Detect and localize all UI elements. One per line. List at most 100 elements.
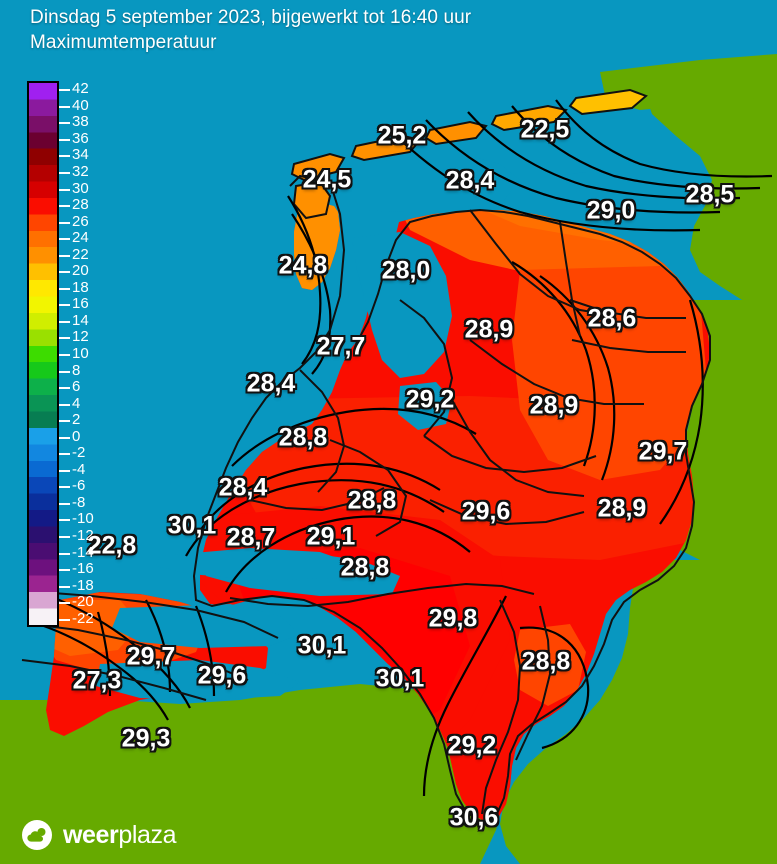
logo-brand-light: plaza bbox=[118, 820, 177, 849]
weerplaza-logo[interactable]: weerplaza bbox=[0, 806, 235, 864]
colorbar-label-20: 20 bbox=[72, 262, 89, 280]
temperature-label-lelystad: 29,2 bbox=[405, 385, 455, 414]
colorbar-label-minus4: -4 bbox=[72, 460, 86, 478]
colorbar-label-minus16: -16 bbox=[72, 560, 94, 578]
colorbar-label-26: 26 bbox=[72, 212, 89, 230]
colorbar-tick-34 bbox=[59, 155, 70, 158]
temperature-label-schiermonnikoog: 22,5 bbox=[520, 115, 570, 144]
temperature-label-stavoren: 28,0 bbox=[381, 256, 431, 285]
temperature-label-eindhoven: 29,8 bbox=[428, 604, 478, 633]
temperature-label-de-bilt: 28,8 bbox=[347, 486, 397, 515]
colorbar-tick-16 bbox=[59, 304, 70, 307]
colorbar-label-minus12: -12 bbox=[72, 527, 94, 544]
colorbar-tick-40 bbox=[59, 105, 70, 108]
temperature-label-westdorpe: 29,3 bbox=[121, 724, 171, 753]
colorbar-label-0: 0 bbox=[72, 427, 81, 445]
colorbar-label-6: 6 bbox=[72, 378, 81, 396]
colorbar-tick-minus16 bbox=[59, 569, 70, 572]
colorbar-label-10: 10 bbox=[72, 345, 89, 362]
temperature-label-north-sea-buoy: 22,8 bbox=[87, 531, 137, 560]
colorbar-label-40: 40 bbox=[72, 96, 89, 114]
colorbar-label-32: 32 bbox=[72, 163, 89, 180]
colorbar-label-30: 30 bbox=[72, 179, 89, 197]
colorbar-tick-30 bbox=[59, 188, 70, 191]
colorbar-tick-12 bbox=[59, 337, 70, 340]
colorbar-label-8: 8 bbox=[72, 361, 81, 379]
colorbar-tick-2 bbox=[59, 420, 70, 423]
colorbar-ticks bbox=[59, 81, 73, 627]
colorbar-tick-minus12 bbox=[59, 536, 70, 538]
colorbar-tick-minus8 bbox=[59, 502, 70, 505]
colorbar-label-22: 22 bbox=[72, 245, 89, 263]
colorbar-label-minus22: -22 bbox=[72, 609, 94, 627]
inland-water bbox=[96, 156, 594, 700]
temperature-label-venlo: 28,8 bbox=[521, 647, 571, 676]
colorbar-labels: 42 40 38 36 34 32 30 28 26 24 22 20 18 16 14 12 10 8 6 4 2 0-… bbox=[72, 81, 112, 627]
colorbar-tick-20 bbox=[59, 271, 70, 274]
logo-brand-bold: weer bbox=[63, 820, 119, 849]
temperature-label-hoogeveen: 28,6 bbox=[587, 304, 637, 333]
colorbar-tick-14 bbox=[59, 320, 70, 323]
cloud-sun-glyph bbox=[27, 828, 46, 842]
colorbar-label-minus20: -20 bbox=[72, 593, 94, 611]
colorbar-label-minus6: -6 bbox=[72, 477, 86, 495]
title-line-date: Dinsdag 5 september 2023, bijgewerkt tot… bbox=[30, 7, 472, 28]
colorbar-label-36: 36 bbox=[72, 129, 89, 147]
colorbar-tick-24 bbox=[59, 238, 70, 241]
temperature-label-woensdrecht: 29,6 bbox=[197, 661, 247, 690]
colorbar-tick-minus2 bbox=[59, 453, 70, 456]
colorbar-label-34: 34 bbox=[72, 146, 89, 164]
temperature-label-herwijnen: 29,6 bbox=[461, 497, 511, 526]
temperature-label-gilze-rijen: 28,8 bbox=[340, 553, 390, 582]
colorbar-label-16: 16 bbox=[72, 295, 89, 313]
temperature-label-volkel: 30,1 bbox=[297, 631, 347, 660]
colorbar-tick-minus20 bbox=[59, 602, 70, 605]
colorbar-label-minus10: -10 bbox=[72, 510, 94, 528]
temperature-label-tilburg: 30,1 bbox=[375, 664, 425, 693]
temperature-label-ijmuiden: 28,4 bbox=[246, 369, 296, 398]
temperature-label-maastricht: 30,6 bbox=[449, 803, 499, 832]
colorbar-label-42: 42 bbox=[72, 80, 89, 98]
colorbar-label-2: 2 bbox=[72, 411, 81, 429]
colorbar-tick-38 bbox=[59, 122, 70, 125]
colorbar-tick-minus22 bbox=[59, 618, 70, 621]
colorbar-tick-4 bbox=[59, 403, 70, 406]
temperature-label-texel: 24,5 bbox=[302, 165, 352, 194]
colorbar-label-minus8: -8 bbox=[72, 493, 86, 511]
temperature-label-groningen: 29,0 bbox=[586, 196, 636, 225]
page-title: Dinsdag 5 september 2023, bijgewerkt tot… bbox=[30, 5, 471, 55]
cloud-sun-icon bbox=[22, 820, 52, 850]
temperature-label-hoek-van-holland: 28,4 bbox=[218, 473, 268, 502]
temperature-label-leeuwarden: 28,4 bbox=[445, 166, 495, 195]
colorbar-tick-18 bbox=[59, 287, 70, 290]
temperature-label-nieuw-beerta: 28,5 bbox=[685, 180, 735, 209]
logo-wordmark: weerplaza bbox=[63, 820, 177, 849]
colorbar-label-minus2: -2 bbox=[72, 444, 86, 462]
administrative-borders bbox=[21, 174, 711, 824]
colorbar-tick-10 bbox=[59, 354, 70, 356]
colorbar-label-14: 14 bbox=[72, 311, 89, 329]
temperature-label-vlissingen: 27,3 bbox=[72, 666, 122, 695]
colorbar-label-minus18: -18 bbox=[72, 576, 94, 594]
colorbar-tick-6 bbox=[59, 387, 70, 390]
temperature-label-berkhout: 27,7 bbox=[316, 332, 366, 361]
temperature-label-vlieland: 25,2 bbox=[377, 121, 427, 150]
colorbar-tick-36 bbox=[59, 138, 70, 141]
colorbar-tick-minus4 bbox=[59, 469, 70, 472]
temperature-label-arcen: 28,9 bbox=[597, 494, 647, 523]
temperature-label-schiphol: 28,8 bbox=[278, 423, 328, 452]
colorbar-label-18: 18 bbox=[72, 278, 89, 296]
colorbar-label-4: 4 bbox=[72, 394, 81, 412]
temperature-label-heerenveen: 28,9 bbox=[464, 315, 514, 344]
colorbar-tick-32 bbox=[59, 172, 70, 174]
colorbar-tick-minus6 bbox=[59, 486, 70, 489]
colorbar-label-minus14: -14 bbox=[72, 543, 94, 561]
temperature-label-deelen: 28,9 bbox=[529, 391, 579, 420]
colorbar-gradient bbox=[27, 81, 59, 627]
wadden-islands bbox=[290, 88, 648, 220]
colorbar-tick-8 bbox=[59, 370, 70, 373]
colorbar-label-12: 12 bbox=[72, 328, 89, 346]
temperature-label-den-helder: 24,8 bbox=[278, 251, 328, 280]
